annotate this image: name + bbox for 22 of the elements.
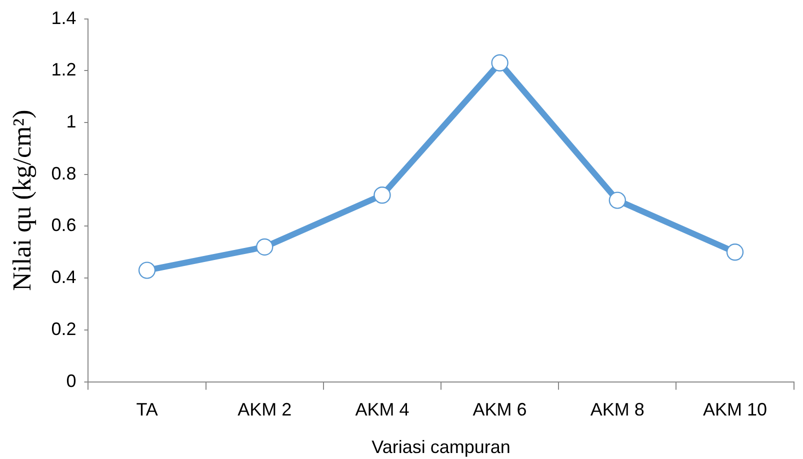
point (726, 244, 744, 261)
x-tick-label: AKM 2 (238, 400, 292, 420)
x-tick-label: AKM 8 (590, 400, 644, 420)
point (374, 186, 391, 204)
y-tick-label: 0.8 (51, 163, 76, 184)
x-axis-title: Variasi campuran (372, 437, 510, 458)
point (608, 192, 626, 209)
y-tick-label: 0.2 (51, 318, 76, 339)
y-tick-label: 0 (66, 370, 76, 391)
y-tick-label: 1 (66, 111, 76, 132)
y-tick-label: 0.6 (51, 215, 76, 236)
x-tick-label: AKM 10 (702, 400, 768, 420)
x-tick-label: AKM 6 (472, 400, 527, 420)
x-tick-label: AKM 4 (355, 400, 410, 420)
point (138, 262, 156, 279)
y-tick-label: 1.2 (51, 60, 76, 80)
point (256, 238, 274, 256)
y-tick-label: 0.4 (51, 267, 76, 288)
y-axis-title: Nilai qu (kg/cm²) (7, 110, 36, 291)
y-tick-label: 1.4 (51, 8, 76, 28)
x-tick-label: TA (136, 400, 158, 420)
point (491, 54, 508, 72)
